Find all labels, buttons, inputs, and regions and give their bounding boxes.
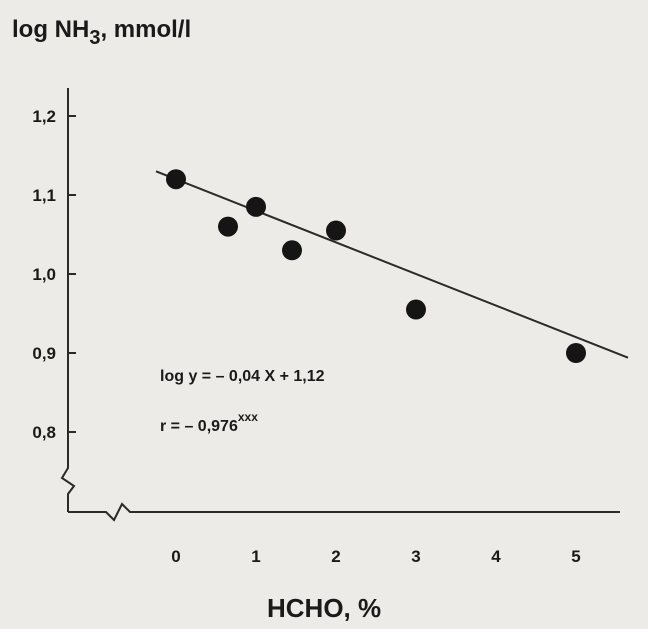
y-axis-line	[60, 88, 76, 512]
x-tick-label: 0	[171, 547, 180, 566]
y-axis-title-subscript: 3	[89, 27, 100, 49]
x-tick-label: 4	[491, 547, 501, 566]
y-axis-title-suffix: , mmol/l	[100, 16, 191, 43]
y-tick-label: 1,2	[32, 107, 56, 126]
correlation-significance: xxx	[238, 410, 258, 424]
y-ticks: 0,8 0,9 1,0 1,1 1,2	[32, 107, 76, 442]
data-point	[218, 216, 238, 237]
data-point	[326, 220, 346, 241]
x-axis-title: HCHO, %	[267, 593, 381, 623]
data-point	[566, 343, 586, 363]
correlation-prefix: r = – 0,976	[160, 418, 238, 435]
y-tick-label: 0,8	[32, 423, 56, 442]
data-point	[246, 196, 266, 217]
data-point	[406, 299, 426, 320]
data-point	[282, 240, 302, 261]
regression-line-group	[155, 170, 629, 359]
data-point	[166, 169, 186, 190]
x-tick-label: 3	[411, 547, 420, 566]
x-tick-label: 1	[251, 547, 260, 566]
x-axis-line	[68, 502, 620, 522]
regression-equation: log y = – 0,04 X + 1,12	[160, 368, 325, 385]
y-tick-label: 0,9	[32, 344, 56, 363]
regression-line	[155, 170, 629, 359]
y-axis-title: log NH3, mmol/l	[12, 16, 191, 49]
x-tick-label: 5	[571, 547, 580, 566]
x-ticks: 0 1 2 3 4 5	[171, 547, 580, 566]
x-tick-label: 2	[331, 547, 340, 566]
correlation-coefficient: r = – 0,976xxx	[160, 410, 258, 435]
y-axis-title-prefix: log NH	[12, 16, 89, 43]
y-tick-label: 1,0	[32, 265, 56, 284]
axes	[60, 88, 620, 522]
y-tick-label: 1,1	[32, 186, 56, 205]
data-points	[166, 169, 586, 363]
